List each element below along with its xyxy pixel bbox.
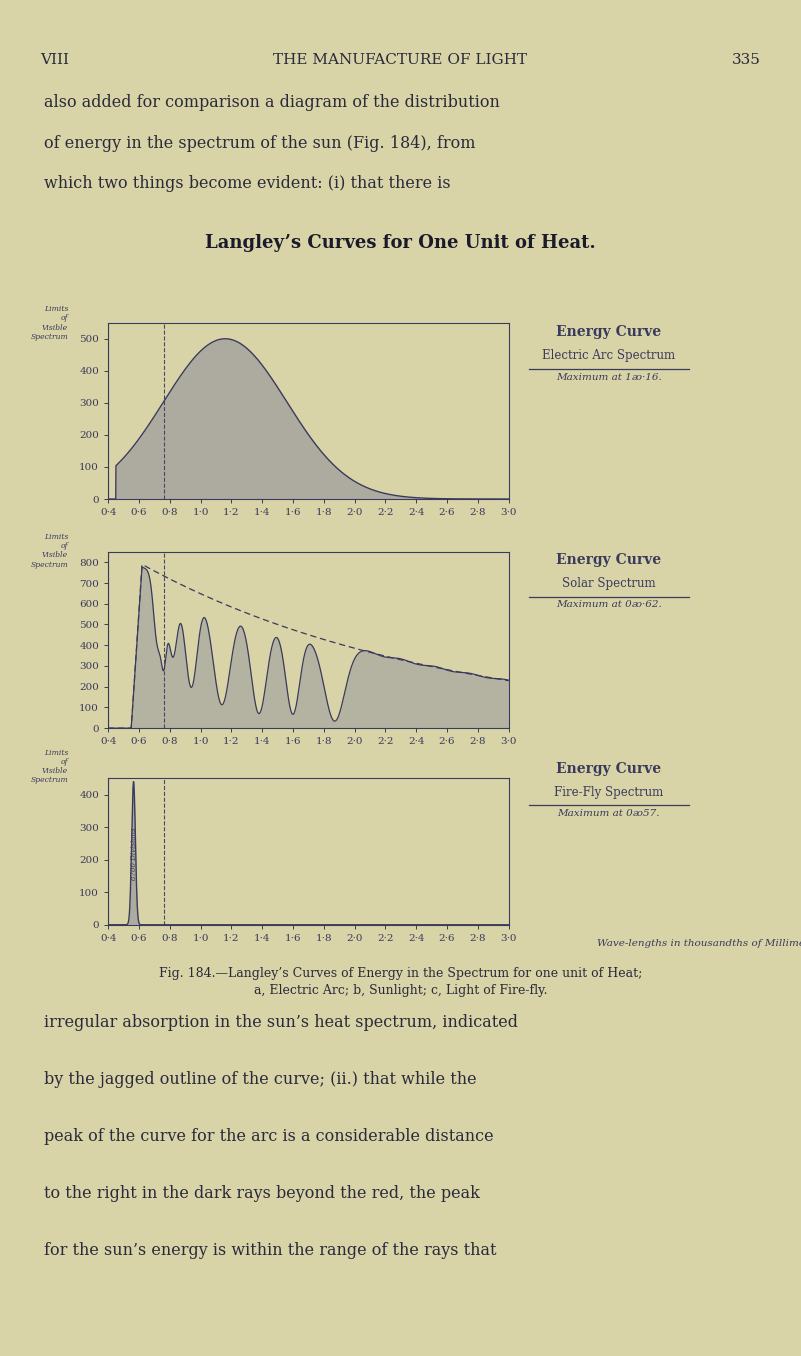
Text: THE MANUFACTURE OF LIGHT: THE MANUFACTURE OF LIGHT bbox=[273, 53, 528, 66]
Text: Maximum at 0ᴔ57.: Maximum at 0ᴔ57. bbox=[557, 810, 660, 818]
Text: for the sun’s energy is within the range of the rays that: for the sun’s energy is within the range… bbox=[44, 1242, 497, 1260]
Text: VIII: VIII bbox=[40, 53, 69, 66]
Text: to the right in the dark rays beyond the red, the peak: to the right in the dark rays beyond the… bbox=[44, 1185, 480, 1203]
Text: Maximum at 0ᴔ·62.: Maximum at 0ᴔ·62. bbox=[556, 601, 662, 609]
Text: Electric Arc Spectrum: Electric Arc Spectrum bbox=[542, 350, 675, 362]
Text: Solar Spectrum: Solar Spectrum bbox=[562, 578, 655, 590]
Text: a, Electric Arc; b, Sunlight; c, Light of Fire-fly.: a, Electric Arc; b, Sunlight; c, Light o… bbox=[254, 984, 547, 998]
Text: Wave-lengths in thousandths of Millimetre: Wave-lengths in thousandths of Millimetr… bbox=[598, 940, 801, 948]
Text: Fig. 184.—Langley’s Curves of Energy in the Spectrum for one unit of Heat;: Fig. 184.—Langley’s Curves of Energy in … bbox=[159, 967, 642, 980]
Text: 335: 335 bbox=[732, 53, 761, 66]
Text: 8700 Divisions: 8700 Divisions bbox=[130, 827, 138, 880]
Text: irregular absorption in the sun’s heat spectrum, indicated: irregular absorption in the sun’s heat s… bbox=[44, 1014, 518, 1032]
Text: Limits
of
Visible
Spectrum: Limits of Visible Spectrum bbox=[30, 749, 68, 784]
Text: Fire-Fly Spectrum: Fire-Fly Spectrum bbox=[554, 786, 663, 799]
Text: Energy Curve: Energy Curve bbox=[556, 762, 662, 776]
Text: also added for comparison a diagram of the distribution: also added for comparison a diagram of t… bbox=[44, 95, 500, 111]
Text: peak of the curve for the arc is a considerable distance: peak of the curve for the arc is a consi… bbox=[44, 1128, 493, 1146]
Text: Limits
of
Visible
Spectrum: Limits of Visible Spectrum bbox=[30, 533, 68, 568]
Text: Energy Curve: Energy Curve bbox=[556, 325, 662, 339]
Text: Langley’s Curves for One Unit of Heat.: Langley’s Curves for One Unit of Heat. bbox=[205, 233, 596, 252]
Text: Limits
of
Visible
Spectrum: Limits of Visible Spectrum bbox=[30, 305, 68, 340]
Text: of energy in the spectrum of the sun (Fig. 184), from: of energy in the spectrum of the sun (Fi… bbox=[44, 134, 476, 152]
Text: Maximum at 1ᴔ·16.: Maximum at 1ᴔ·16. bbox=[556, 373, 662, 381]
Text: by the jagged outline of the curve; (ii.) that while the: by the jagged outline of the curve; (ii.… bbox=[44, 1071, 477, 1089]
Text: Energy Curve: Energy Curve bbox=[556, 553, 662, 567]
Text: which two things become evident: (i) that there is: which two things become evident: (i) tha… bbox=[44, 175, 451, 191]
